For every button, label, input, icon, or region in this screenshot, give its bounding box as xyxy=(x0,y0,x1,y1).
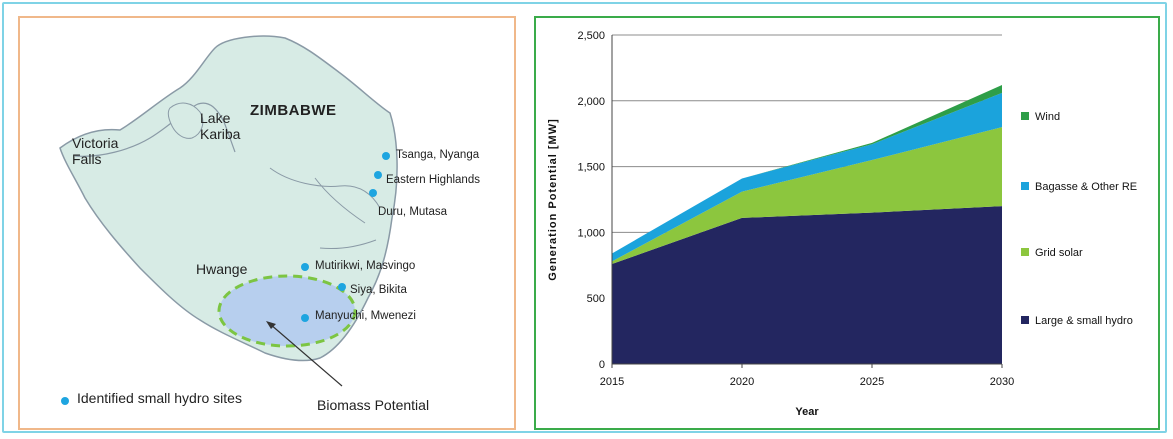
legend-swatch xyxy=(1021,248,1029,256)
site-dot xyxy=(338,283,346,291)
legend-swatch xyxy=(1021,316,1029,324)
y-tick-label: 2,000 xyxy=(577,96,605,108)
x-tick-label: 2020 xyxy=(730,376,754,388)
site-label: Eastern Highlands xyxy=(386,174,480,186)
place-label-victoria-falls: Victoria Falls xyxy=(72,135,119,168)
y-tick-label: 1,500 xyxy=(577,162,605,174)
y-tick-label: 2,500 xyxy=(577,30,605,42)
site-label: Siya, Bikita xyxy=(350,284,407,296)
y-tick-label: 1,000 xyxy=(577,227,605,239)
outer-frame xyxy=(2,2,1167,433)
x-tick-label: 2025 xyxy=(860,376,884,388)
place-label-hwange: Hwange xyxy=(196,261,248,277)
site-label: Tsanga, Nyanga xyxy=(396,149,480,161)
river-line xyxy=(314,177,366,224)
river-line xyxy=(319,239,377,249)
site-dot xyxy=(301,263,309,271)
legend-label: Large & small hydro xyxy=(1035,315,1133,327)
arrow-head xyxy=(266,321,276,329)
site-label: Duru, Mutasa xyxy=(378,206,448,218)
site-label: Manyuchi, Mwenezi xyxy=(315,310,416,322)
x-tick-label: 2015 xyxy=(600,376,624,388)
site-dot xyxy=(374,171,382,179)
site-dot xyxy=(382,152,390,160)
site-dot xyxy=(301,314,309,322)
generation-potential-chart: 0 500 1,000 1,500 2,000 2,500 2015 2020 2025 2030… xyxy=(547,30,1137,418)
biomass-label: Biomass Potential xyxy=(317,397,430,413)
y-axis-title: Generation Potential [MW] xyxy=(547,118,559,281)
legend-label: Identified small hydro sites xyxy=(77,390,242,406)
legend-label: Bagasse & Other RE xyxy=(1035,181,1137,193)
site-label: Mutirikwi, Masvingo xyxy=(315,260,416,272)
area-large-small-hydro xyxy=(612,206,1002,364)
area-bagasse-other-re xyxy=(612,92,1002,262)
y-tick-label: 500 xyxy=(587,293,605,305)
x-axis-title: Year xyxy=(795,406,819,418)
x-tick-label: 2030 xyxy=(990,376,1014,388)
country-label: ZIMBABWE xyxy=(250,102,337,119)
legend-label: Wind xyxy=(1035,111,1060,123)
area-grid-solar xyxy=(612,127,1002,264)
site-dot xyxy=(369,189,377,197)
legend-label: Grid solar xyxy=(1035,247,1083,259)
legend-dot xyxy=(61,397,69,405)
zambezi-river xyxy=(74,102,236,157)
zimbabwe-map xyxy=(59,35,398,387)
lake-kariba-outline xyxy=(167,102,204,139)
biomass-arrow xyxy=(269,323,343,387)
map-panel: ZIMBABWE Victoria Falls Lake Kariba Hwan… xyxy=(18,16,516,430)
biomass-area xyxy=(217,274,357,348)
y-tick-label: 0 xyxy=(599,359,605,371)
legend-swatch xyxy=(1021,182,1029,190)
chart-panel: 0 500 1,000 1,500 2,000 2,500 2015 2020 2025 2030… xyxy=(534,16,1160,430)
legend-swatch xyxy=(1021,112,1029,120)
place-label-lake-kariba: Lake Kariba xyxy=(200,110,241,143)
